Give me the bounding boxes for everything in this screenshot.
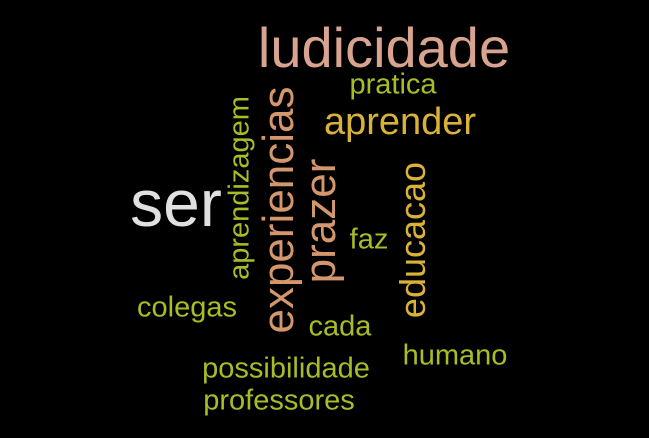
word-humano: humano xyxy=(402,339,508,372)
word-experiencias: experiencias xyxy=(254,86,303,334)
word-pratica: pratica xyxy=(349,68,437,101)
word-aprender: aprender xyxy=(323,101,477,143)
word-faz: faz xyxy=(349,223,389,256)
word-cada: cada xyxy=(308,310,372,343)
word-aprendizagem: aprendizagem xyxy=(223,96,256,280)
word-possibilidade: possibilidade xyxy=(202,352,370,385)
word-colegas: colegas xyxy=(137,291,237,324)
word-ser: ser xyxy=(130,166,222,240)
word-professores: professores xyxy=(203,384,355,417)
word-prazer: prazer xyxy=(296,158,345,284)
word-educacao: educacao xyxy=(392,161,433,319)
word-ludicidade: ludicidade xyxy=(257,16,511,79)
